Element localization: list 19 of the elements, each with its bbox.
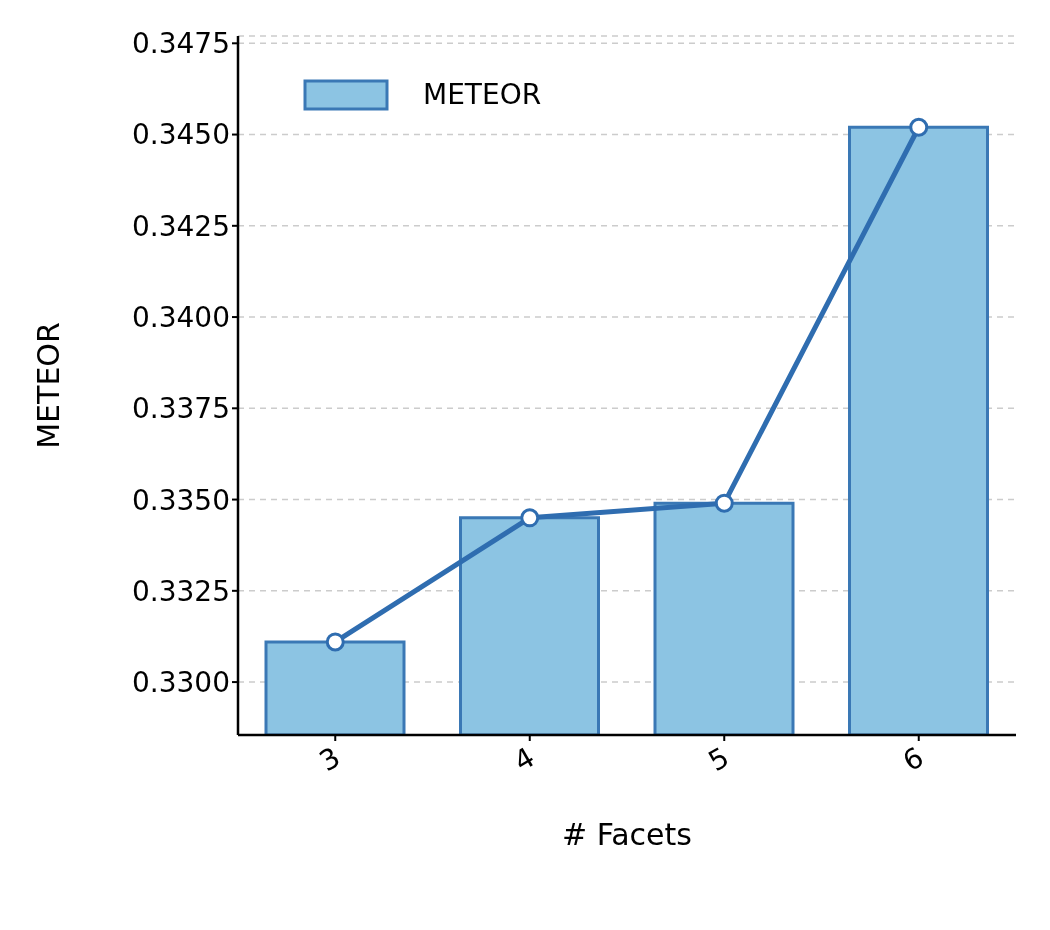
x-tick-label: 5 [702, 740, 735, 779]
y-tick-label: 0.3325 [132, 574, 230, 608]
y-tick-label: 0.3475 [132, 27, 230, 61]
x-tick-label: 4 [508, 740, 541, 779]
y-tick-label: 0.3425 [132, 209, 230, 243]
y-tick-label: 0.3450 [132, 118, 230, 152]
y-tick-label: 0.3350 [132, 483, 230, 517]
point [714, 493, 734, 513]
y-tick-label: 0.3300 [132, 666, 230, 700]
x-tick-label: 6 [897, 740, 930, 779]
y-tick-label: 0.3375 [132, 392, 230, 426]
point [325, 632, 345, 652]
point [909, 117, 929, 137]
x-axis-title: # Facets [562, 817, 692, 852]
point [520, 508, 540, 528]
x-tick-label: 3 [313, 740, 346, 779]
y-axis-title: METEOR [30, 322, 66, 449]
legend-label: METEOR [423, 78, 542, 111]
y-tick-label: 0.3400 [132, 301, 230, 334]
